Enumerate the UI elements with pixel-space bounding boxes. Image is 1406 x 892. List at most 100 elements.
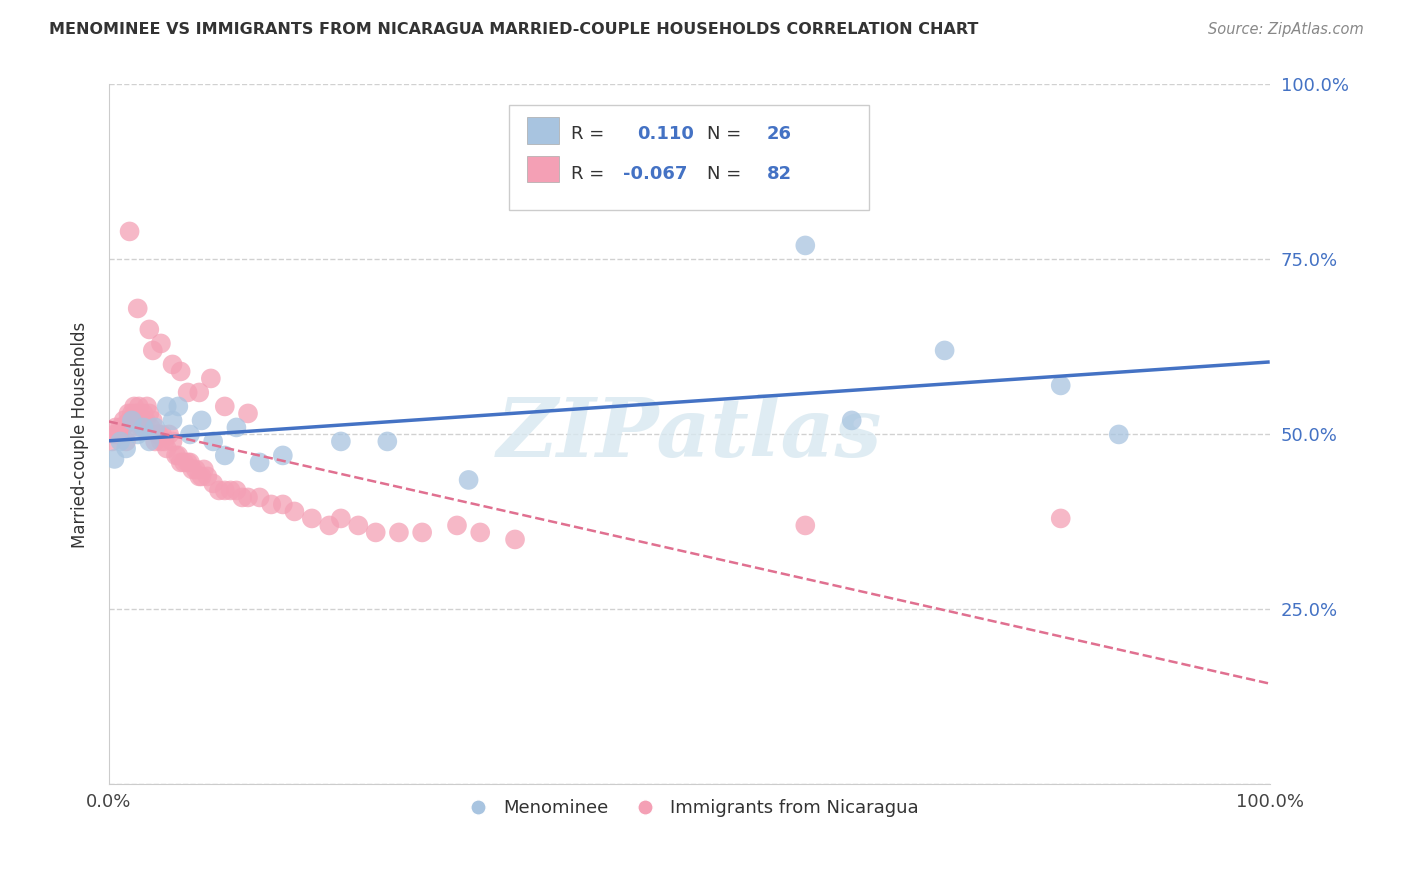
Point bbox=[149, 434, 172, 449]
Point bbox=[118, 224, 141, 238]
Point bbox=[249, 491, 271, 505]
Point bbox=[146, 427, 169, 442]
Point bbox=[329, 434, 352, 449]
Point bbox=[117, 406, 139, 420]
Point bbox=[190, 413, 212, 427]
Point bbox=[301, 511, 323, 525]
Point bbox=[841, 413, 863, 427]
Text: 26: 26 bbox=[768, 125, 792, 143]
Point bbox=[157, 427, 180, 442]
Point bbox=[202, 434, 225, 449]
Point bbox=[388, 525, 411, 540]
Point bbox=[446, 518, 468, 533]
Point bbox=[111, 420, 134, 434]
Point bbox=[167, 449, 190, 463]
Point bbox=[200, 371, 222, 385]
Point bbox=[236, 406, 259, 420]
Point bbox=[110, 427, 132, 442]
Point bbox=[115, 442, 138, 456]
Point bbox=[214, 400, 236, 414]
Point bbox=[127, 427, 149, 442]
Point bbox=[184, 462, 207, 476]
Legend: Menominee, Immigrants from Nicaragua: Menominee, Immigrants from Nicaragua bbox=[453, 792, 925, 824]
Point bbox=[208, 483, 231, 498]
Point bbox=[115, 417, 138, 431]
Point bbox=[150, 427, 173, 442]
Point bbox=[107, 427, 129, 442]
Point bbox=[190, 469, 212, 483]
Point bbox=[457, 473, 479, 487]
Point bbox=[138, 434, 160, 449]
Point bbox=[794, 238, 817, 252]
Point bbox=[110, 420, 132, 434]
Point bbox=[121, 420, 143, 434]
Point bbox=[934, 343, 956, 358]
Point bbox=[202, 476, 225, 491]
Point bbox=[167, 400, 190, 414]
Point bbox=[188, 385, 211, 400]
Point bbox=[179, 455, 201, 469]
Bar bbox=[527, 156, 560, 183]
Point bbox=[1049, 511, 1071, 525]
Point bbox=[132, 406, 155, 420]
Point bbox=[129, 420, 152, 434]
Point bbox=[128, 400, 150, 414]
Text: 0.110: 0.110 bbox=[637, 125, 693, 143]
Point bbox=[271, 449, 294, 463]
Point bbox=[1108, 427, 1130, 442]
Point bbox=[149, 336, 172, 351]
Point bbox=[214, 483, 236, 498]
Point bbox=[188, 469, 211, 483]
Point bbox=[156, 400, 179, 414]
Point bbox=[156, 442, 179, 456]
Point bbox=[375, 434, 398, 449]
Point bbox=[794, 518, 817, 533]
Point bbox=[132, 420, 155, 434]
Point bbox=[503, 533, 526, 547]
Text: R =: R = bbox=[571, 125, 610, 143]
Point bbox=[162, 434, 184, 449]
Point bbox=[271, 498, 294, 512]
Point bbox=[143, 420, 166, 434]
Text: -0.067: -0.067 bbox=[623, 165, 688, 183]
Point bbox=[214, 449, 236, 463]
Point bbox=[470, 525, 492, 540]
Point bbox=[148, 427, 170, 442]
Point bbox=[135, 413, 157, 427]
Point bbox=[136, 400, 159, 414]
Point bbox=[103, 452, 125, 467]
Point bbox=[176, 385, 198, 400]
Point bbox=[110, 434, 132, 449]
Point bbox=[347, 518, 370, 533]
Point bbox=[225, 420, 247, 434]
Point bbox=[138, 406, 160, 420]
Point bbox=[176, 455, 198, 469]
Point bbox=[169, 364, 191, 378]
Point bbox=[195, 469, 218, 483]
Point bbox=[122, 400, 145, 414]
Y-axis label: Married-couple Households: Married-couple Households bbox=[72, 321, 89, 548]
Point bbox=[165, 449, 187, 463]
Point bbox=[103, 427, 125, 442]
Text: N =: N = bbox=[707, 165, 747, 183]
Text: MENOMINEE VS IMMIGRANTS FROM NICARAGUA MARRIED-COUPLE HOUSEHOLDS CORRELATION CHA: MENOMINEE VS IMMIGRANTS FROM NICARAGUA M… bbox=[49, 22, 979, 37]
FancyBboxPatch shape bbox=[509, 105, 869, 211]
Point bbox=[283, 504, 305, 518]
Point bbox=[219, 483, 242, 498]
Point bbox=[142, 343, 165, 358]
Point bbox=[143, 434, 166, 449]
Point bbox=[169, 455, 191, 469]
Point bbox=[225, 483, 247, 498]
Point bbox=[162, 413, 184, 427]
Text: R =: R = bbox=[571, 165, 610, 183]
Point bbox=[329, 511, 352, 525]
Text: Source: ZipAtlas.com: Source: ZipAtlas.com bbox=[1208, 22, 1364, 37]
Point bbox=[124, 406, 146, 420]
Point bbox=[138, 322, 160, 336]
Point bbox=[318, 518, 340, 533]
Point bbox=[364, 525, 387, 540]
Point bbox=[249, 455, 271, 469]
Text: N =: N = bbox=[707, 125, 747, 143]
Point bbox=[118, 413, 141, 427]
Point bbox=[153, 434, 176, 449]
